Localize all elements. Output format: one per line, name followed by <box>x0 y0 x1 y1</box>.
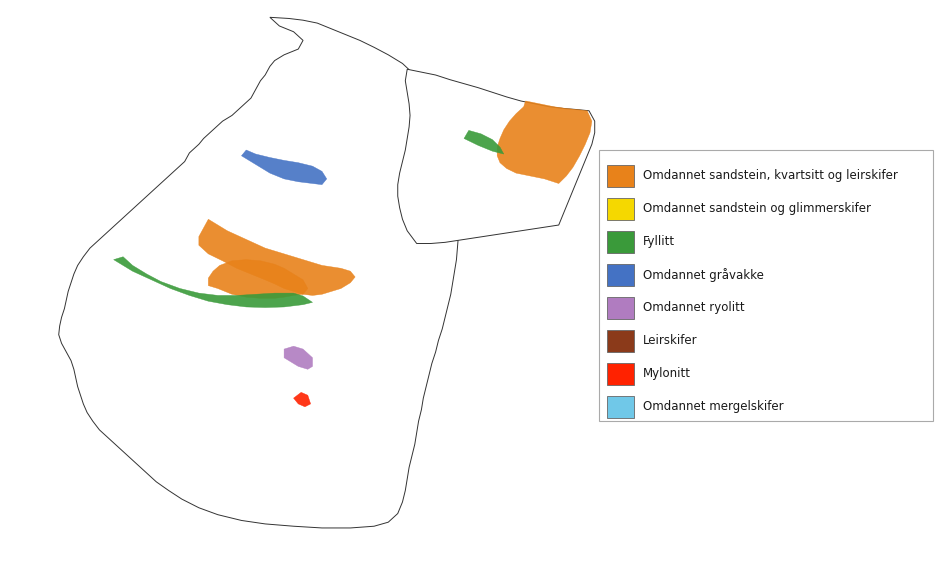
Polygon shape <box>59 17 461 528</box>
Text: Omdannet ryolitt: Omdannet ryolitt <box>643 301 744 314</box>
FancyBboxPatch shape <box>607 198 634 220</box>
Text: Omdannet sandstein og glimmerskifer: Omdannet sandstein og glimmerskifer <box>643 203 871 215</box>
Text: Omdannet sandstein, kvartsitt og leirskifer: Omdannet sandstein, kvartsitt og leirski… <box>643 170 898 182</box>
Text: Mylonitt: Mylonitt <box>643 368 691 380</box>
Polygon shape <box>241 150 327 185</box>
FancyBboxPatch shape <box>599 150 933 421</box>
Text: Omdannet mergelskifer: Omdannet mergelskifer <box>643 400 783 413</box>
FancyBboxPatch shape <box>607 231 634 253</box>
FancyBboxPatch shape <box>607 330 634 352</box>
Polygon shape <box>208 260 308 298</box>
FancyBboxPatch shape <box>607 363 634 385</box>
Polygon shape <box>284 346 313 369</box>
FancyBboxPatch shape <box>607 297 634 319</box>
Polygon shape <box>497 101 592 183</box>
FancyBboxPatch shape <box>607 165 634 187</box>
FancyBboxPatch shape <box>607 396 634 418</box>
Polygon shape <box>464 130 504 154</box>
Polygon shape <box>398 69 595 243</box>
Polygon shape <box>294 392 311 407</box>
Text: Omdannet gråvakke: Omdannet gråvakke <box>643 268 764 282</box>
Text: Fyllitt: Fyllitt <box>643 235 675 249</box>
FancyBboxPatch shape <box>607 264 634 286</box>
Polygon shape <box>114 257 313 308</box>
Polygon shape <box>199 219 355 295</box>
Text: Leirskifer: Leirskifer <box>643 334 698 347</box>
